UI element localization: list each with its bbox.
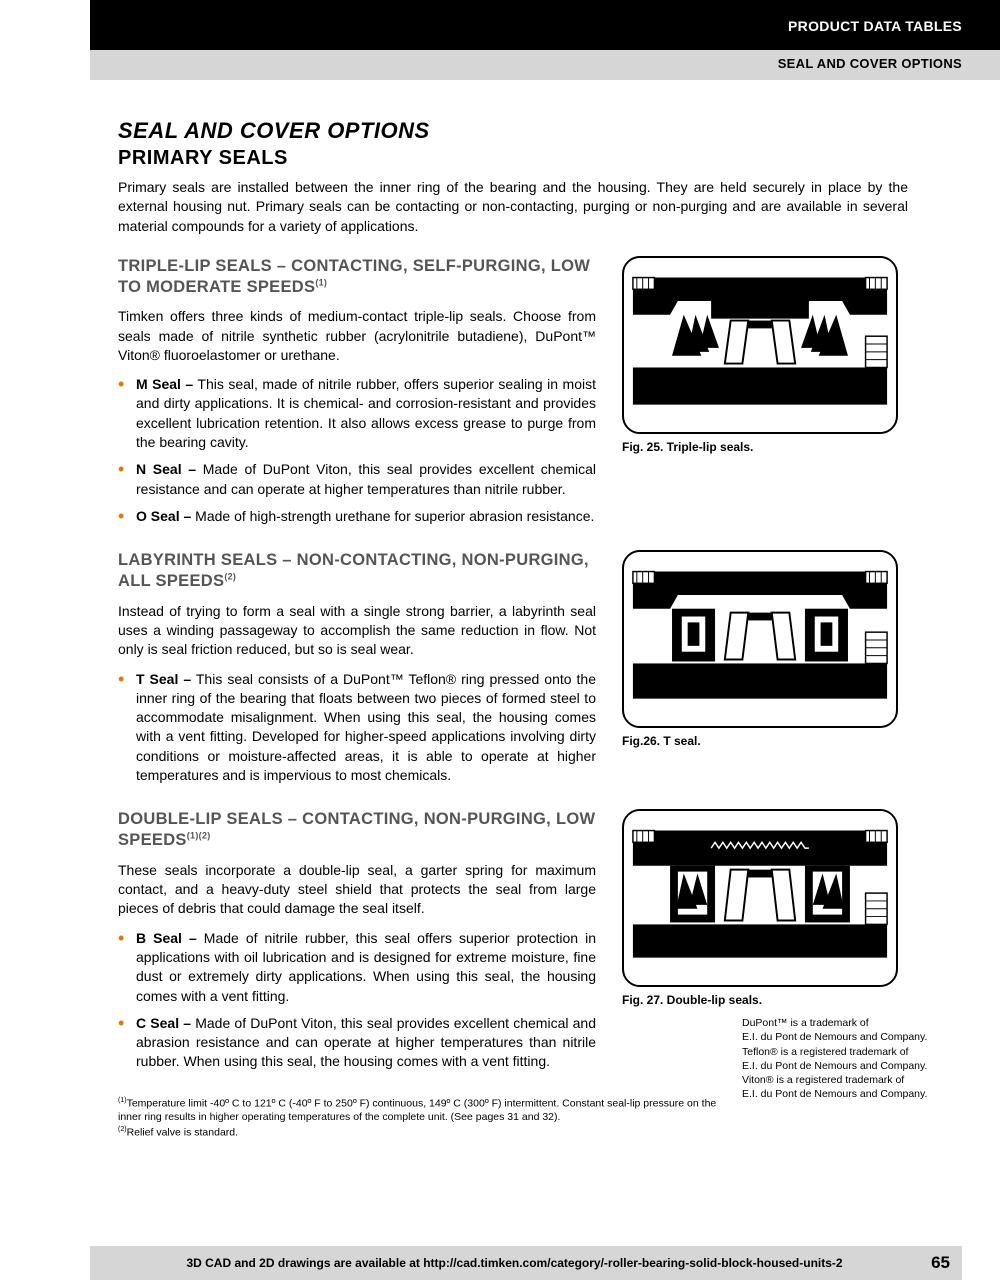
bullet-item: C Seal – Made of DuPont Viton, this seal… <box>132 1014 596 1072</box>
bullet-list: M Seal – This seal, made of nitrile rubb… <box>118 375 596 526</box>
header-black-band: PRODUCT DATA TABLES <box>90 0 1000 50</box>
trademark-notice: DuPont™ is a trademark of E.I. du Pont d… <box>742 1016 962 1101</box>
page-number: 65 <box>931 1253 950 1273</box>
bullet-list: T Seal – This seal consists of a DuPont™… <box>118 670 596 786</box>
section-heading: LABYRINTH SEALS – NON-CONTACTING, NON-PU… <box>118 550 596 591</box>
figure-triple-lip <box>622 256 898 434</box>
section-labyrinth: LABYRINTH SEALS – NON-CONTACTING, NON-PU… <box>118 550 962 793</box>
bullet-item: N Seal – Made of DuPont Viton, this seal… <box>132 460 596 499</box>
figure-t-seal <box>622 550 898 728</box>
figure-caption: Fig.26. T seal. <box>622 734 898 748</box>
intro-paragraph: Primary seals are installed between the … <box>118 178 908 236</box>
section-heading: DOUBLE-LIP SEALS – CONTACTING, NON-PURGI… <box>118 809 596 850</box>
bullet-item: T Seal – This seal consists of a DuPont™… <box>132 670 596 786</box>
bullet-item: B Seal – Made of nitrile rubber, this se… <box>132 929 596 1006</box>
page-title: SEAL AND COVER OPTIONS <box>118 118 962 144</box>
bullet-item: M Seal – This seal, made of nitrile rubb… <box>132 375 596 452</box>
bullet-item: O Seal – Made of high-strength urethane … <box>132 507 596 526</box>
figure-double-lip <box>622 809 898 987</box>
header-grey-band: SEAL AND COVER OPTIONS <box>90 50 1000 80</box>
footer-note: 3D CAD and 2D drawings are available at … <box>128 1256 901 1270</box>
section-paragraph: These seals incorporate a double-lip sea… <box>118 861 596 919</box>
page-subtitle: PRIMARY SEALS <box>118 147 962 170</box>
section-paragraph: Instead of trying to form a seal with a … <box>118 602 596 660</box>
figure-caption: Fig. 25. Triple-lip seals. <box>622 440 898 454</box>
section-heading: TRIPLE-LIP SEALS – CONTACTING, SELF-PURG… <box>118 256 596 297</box>
figure-caption: Fig. 27. Double-lip seals. <box>622 993 898 1007</box>
footnotes: (1)Temperature limit -40º C to 121º C (-… <box>118 1096 718 1140</box>
page-content: SEAL AND COVER OPTIONS PRIMARY SEALS Pri… <box>118 118 962 1139</box>
bullet-list: B Seal – Made of nitrile rubber, this se… <box>118 929 596 1072</box>
header-subcategory: SEAL AND COVER OPTIONS <box>778 56 962 71</box>
page-footer: 3D CAD and 2D drawings are available at … <box>90 1246 962 1280</box>
header-category: PRODUCT DATA TABLES <box>788 18 962 34</box>
section-paragraph: Timken offers three kinds of medium-cont… <box>118 307 596 365</box>
section-triple-lip: TRIPLE-LIP SEALS – CONTACTING, SELF-PURG… <box>118 256 962 534</box>
